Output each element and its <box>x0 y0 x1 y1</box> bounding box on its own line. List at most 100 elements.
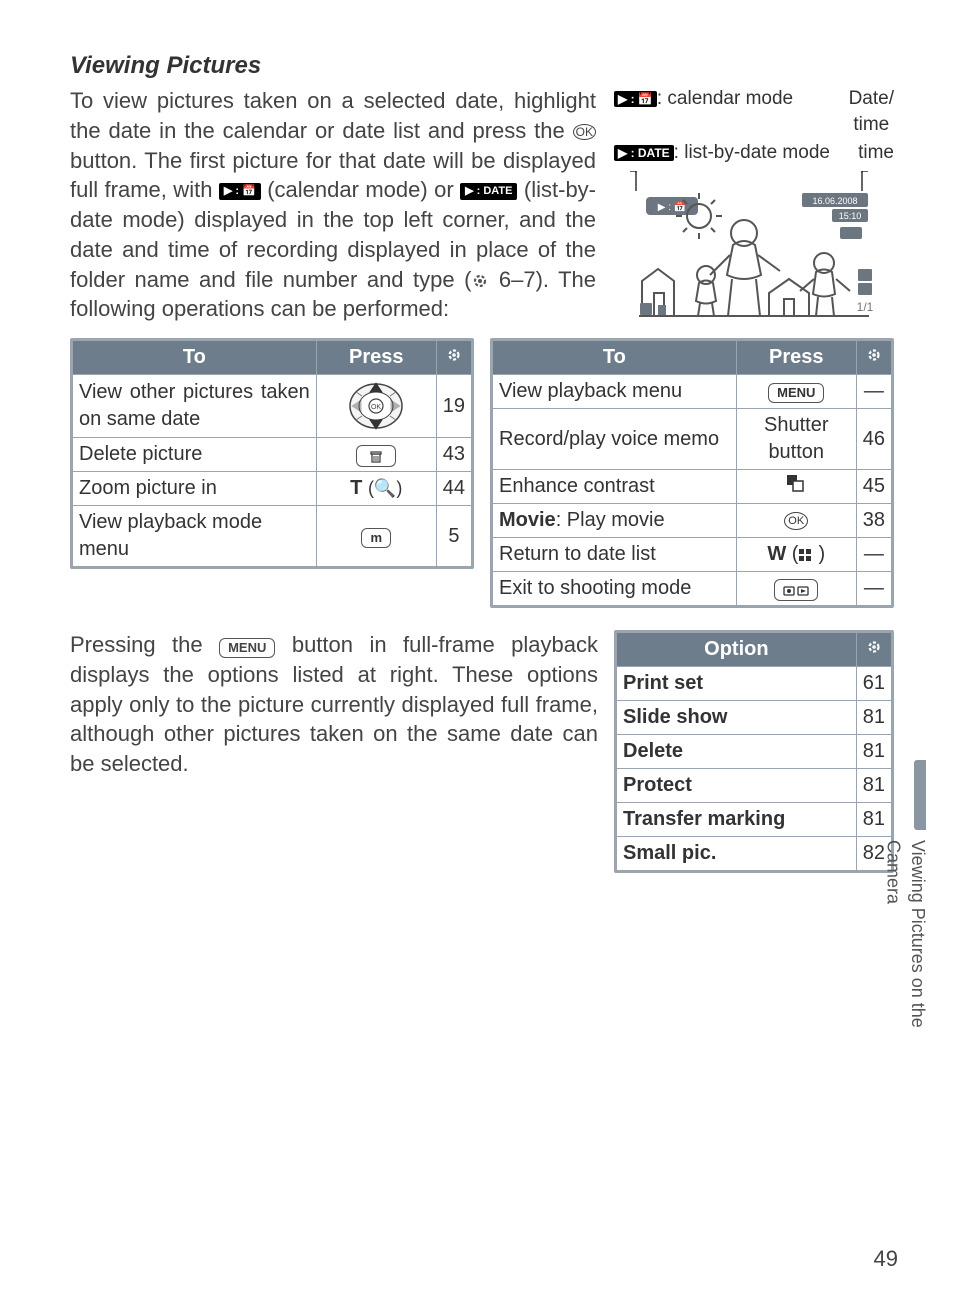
option-name: Transfer marking <box>617 803 857 837</box>
svg-text:15:10: 15:10 <box>839 211 862 221</box>
intro-cal-label: (calendar mode) or <box>261 177 460 202</box>
operations-table-left: To Press View other pictures taken on sa… <box>70 338 474 569</box>
op-press: Shutter button <box>736 409 856 470</box>
op-press: W () <box>736 538 856 572</box>
op-ref: 19 <box>436 375 471 438</box>
option-name: Delete <box>617 735 857 769</box>
op-ref: — <box>856 572 891 606</box>
option-ref: 61 <box>856 667 891 701</box>
col-option: Option <box>617 633 857 667</box>
table-row: Return to date list W () — <box>493 538 892 572</box>
col-ref-icon <box>856 633 891 667</box>
date-mode-icon: ▶ : DATE <box>614 145 674 161</box>
option-ref: 81 <box>856 701 891 735</box>
op-press: T (🔍) <box>316 472 436 506</box>
section-heading: Viewing Pictures <box>70 50 894 82</box>
intro-part1: To view pictures taken on a selected dat… <box>70 88 596 143</box>
col-press: Press <box>316 341 436 375</box>
table-row: View playback mode menu m 5 <box>73 506 472 567</box>
table-row: Small pic. 82 <box>617 837 892 871</box>
option-name: Print set <box>617 667 857 701</box>
menu-note-part1: Pressing the <box>70 632 219 657</box>
svg-text:▶ : 📅: ▶ : 📅 <box>658 200 686 213</box>
table-row: Enhance contrast 45 <box>493 470 892 504</box>
calendar-mode-label: : calendar mode <box>657 88 793 109</box>
contrast-icon <box>786 475 806 497</box>
op-ref: 45 <box>856 470 891 504</box>
intro-paragraph: To view pictures taken on a selected dat… <box>70 86 596 324</box>
svg-text:16.06.2008: 16.06.2008 <box>812 196 857 206</box>
page-number: 49 <box>874 1244 898 1274</box>
op-description: View playback menu <box>493 375 737 409</box>
table-row: Movie: Play movie OK 38 <box>493 504 892 538</box>
ok-icon: OK <box>784 512 808 530</box>
op-ref: 44 <box>436 472 471 506</box>
op-description: Movie: Play movie <box>493 504 737 538</box>
op-press <box>736 572 856 606</box>
table-row: Exit to shooting mode — <box>493 572 892 606</box>
options-table: Option Print set 61 Slide show 81 Delete… <box>614 630 894 873</box>
op-ref: 5 <box>436 506 471 567</box>
list-by-date-label: : list-by-date mode <box>674 142 830 163</box>
datetime-label: Date/ time <box>849 86 894 137</box>
option-name: Slide show <box>617 701 857 735</box>
op-description: Return to date list <box>493 538 737 572</box>
option-name: Small pic. <box>617 837 857 871</box>
date-mode-icon: ▶ : DATE <box>460 183 517 200</box>
press-label: Shutter button <box>764 414 828 463</box>
option-ref: 81 <box>856 769 891 803</box>
col-ref-icon <box>436 341 471 375</box>
table-row: View other pictures taken on same date O… <box>73 375 472 438</box>
table-row: Record/play voice memo Shutter button 46 <box>493 409 892 470</box>
col-to: To <box>73 341 317 375</box>
op-ref: 43 <box>436 438 471 472</box>
section-side-tab: Viewing Pictures on the Camera <box>898 760 926 1080</box>
mode-illustration: ▶ : 📅: calendar mode Date/ time ▶ : DATE… <box>614 86 894 326</box>
col-ref-icon <box>856 341 891 375</box>
op-press: m <box>316 506 436 567</box>
sample-playback-illustration: ▶ : 📅 16.06.2008 15:10 <box>614 171 894 326</box>
menu-button-icon: MENU <box>219 638 275 658</box>
col-press: Press <box>736 341 856 375</box>
op-ref: 46 <box>856 409 891 470</box>
op-description: Record/play voice memo <box>493 409 737 470</box>
op-ref: — <box>856 375 891 409</box>
menu-note-paragraph: Pressing the MENU button in full-frame p… <box>70 630 598 778</box>
button-icon: MENU <box>768 383 824 403</box>
op-description: View playback mode menu <box>73 506 317 567</box>
table-row: Transfer marking 81 <box>617 803 892 837</box>
table-row: Protect 81 <box>617 769 892 803</box>
op-description: Enhance contrast <box>493 470 737 504</box>
option-ref: 81 <box>856 735 891 769</box>
op-description: Zoom picture in <box>73 472 317 506</box>
op-description: View other pictures taken on same date <box>73 375 317 438</box>
table-row: View playback menu MENU — <box>493 375 892 409</box>
op-press <box>316 438 436 472</box>
option-ref: 81 <box>856 803 891 837</box>
op-description: Exit to shooting mode <box>493 572 737 606</box>
table-row: Delete 81 <box>617 735 892 769</box>
calendar-mode-icon: ▶ : 📅 <box>219 183 261 200</box>
op-ref: — <box>856 538 891 572</box>
operations-table-right: To Press View playback menu MENU — Recor… <box>490 338 894 608</box>
op-description: Delete picture <box>73 438 317 472</box>
op-press: OK <box>736 504 856 538</box>
table-row: Zoom picture in T (🔍) 44 <box>73 472 472 506</box>
side-tab-label: Viewing Pictures on the Camera <box>881 840 930 1080</box>
table-row: Print set 61 <box>617 667 892 701</box>
op-press <box>736 470 856 504</box>
svg-text:1/1: 1/1 <box>857 300 874 314</box>
delete-icon <box>356 445 396 467</box>
ok-icon: OK <box>573 124 596 140</box>
time-label: time <box>858 140 894 166</box>
page-ref-icon <box>471 272 489 290</box>
op-press: OK <box>316 375 436 438</box>
shoot-play-icon <box>774 579 818 601</box>
table-row: Slide show 81 <box>617 701 892 735</box>
col-to: To <box>493 341 737 375</box>
op-ref: 38 <box>856 504 891 538</box>
calendar-mode-icon: ▶ : 📅 <box>614 91 657 107</box>
multi-selector-icon: OK <box>348 378 404 434</box>
button-icon: m <box>361 528 391 548</box>
op-press: MENU <box>736 375 856 409</box>
